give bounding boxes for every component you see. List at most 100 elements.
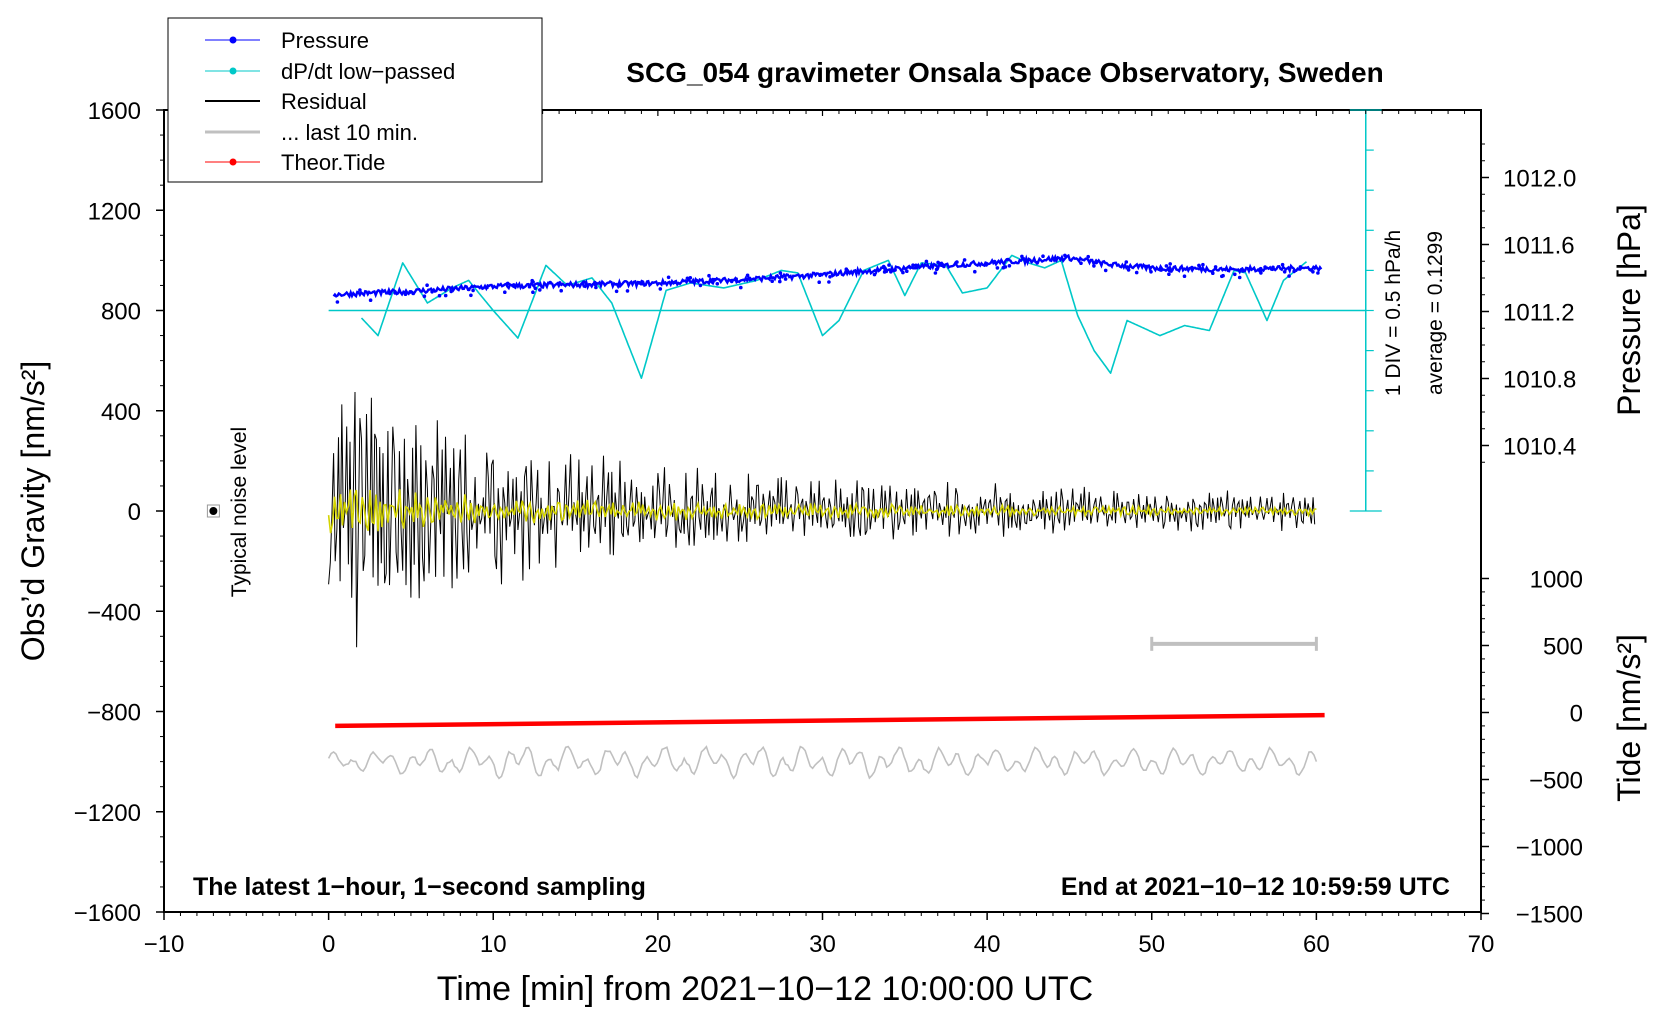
pressure-point (335, 300, 340, 304)
pressure-point (992, 259, 997, 264)
pressure-point (393, 291, 397, 295)
annotation-noise-level: Typical noise level (228, 427, 251, 597)
legend-label-last10: ... last 10 min. (281, 120, 418, 145)
annotation-scale-average: average = 0.1299 (1424, 231, 1447, 395)
annotation-end-time: End at 2021−10−12 10:59:59 UTC (1061, 873, 1450, 901)
pressure-series (332, 253, 1323, 304)
pressure-point (1035, 261, 1039, 265)
pressure-point (1159, 268, 1163, 272)
pressure-point (1164, 264, 1169, 268)
pressure-tick-label: 1011.2 (1503, 300, 1575, 327)
pressure-point (1167, 272, 1171, 277)
pressure-point (1211, 271, 1215, 276)
pressure-point (411, 291, 416, 296)
tide-tick-label: −500 (1529, 768, 1583, 795)
pressure-tick-label: 1010.8 (1503, 367, 1576, 394)
pressure-point (1282, 270, 1287, 274)
pressure-point (617, 284, 622, 288)
pressure-point (778, 279, 782, 284)
pressure-point (734, 277, 738, 281)
pressure-point (936, 260, 940, 265)
legend-marker-dpdt (229, 67, 237, 75)
legend-entry-tide: Theor.Tide (205, 150, 385, 175)
pressure-tick-label: 1011.6 (1503, 233, 1575, 260)
y-tick-label: 400 (101, 399, 141, 426)
pressure-point (443, 293, 448, 298)
pressure-point (770, 279, 774, 284)
pressure-point (828, 275, 832, 279)
pressure-point (505, 281, 510, 286)
pressure-point (1312, 265, 1317, 270)
x-tick-label: −10 (144, 931, 185, 958)
pressure-point (467, 287, 471, 292)
pressure-point (962, 258, 967, 262)
pressure-point (1287, 274, 1291, 278)
pressure-point (907, 265, 912, 269)
last10-line (327, 745, 1318, 780)
tide-tick-label: −1000 (1516, 835, 1583, 862)
pressure-point (685, 276, 690, 281)
pressure-point (503, 290, 507, 295)
axes-layer: −10 0 10 20 30 40 50 60 70 1600 1200 800 400 0 −400 −80… (74, 98, 1583, 958)
pressure-point (707, 273, 711, 278)
pressure-point (688, 276, 693, 280)
legend-marker-pressure (229, 36, 237, 44)
pressure-point (1263, 265, 1267, 269)
x-axis-label: Time [min] from 2021−10−12 10:00:00 UTC (437, 970, 1093, 1008)
annotation-sampling: The latest 1−hour, 1−second sampling (193, 873, 646, 901)
legend-marker-tide (229, 158, 237, 166)
pressure-point (1041, 254, 1045, 258)
pressure-tick-label: 1010.4 (1503, 434, 1576, 461)
pressure-point (358, 288, 362, 292)
pressure-point (1213, 265, 1218, 269)
legend-label-tide: Theor.Tide (281, 150, 385, 175)
pressure-point (1311, 270, 1315, 274)
pressure-axis-label: Pressure [hPa] (1611, 204, 1647, 416)
annotation-scale-div: 1 DIV = 0.5 hPa/h (1382, 230, 1405, 396)
pressure-point (872, 272, 877, 277)
pressure-point (388, 291, 392, 296)
pressure-point (449, 289, 454, 294)
y-tick-label: 1200 (88, 198, 141, 225)
legend-label-residual: Residual (281, 89, 367, 114)
pressure-line (332, 253, 1323, 300)
pressure-point (538, 288, 542, 292)
pressure-point (881, 264, 886, 269)
pressure-point (934, 267, 939, 272)
noise-level-marker (209, 507, 218, 515)
pressure-point (1220, 274, 1224, 279)
legend-entry-last10: ... last 10 min. (205, 120, 418, 145)
x-tick-label: 20 (645, 931, 672, 958)
pressure-point (658, 287, 663, 291)
pressure-point (817, 280, 821, 285)
pressure-point (1063, 253, 1067, 258)
y-tick-label: 1600 (88, 98, 141, 125)
pressure-point (887, 263, 891, 267)
pressure-tick-label: 1012.0 (1503, 166, 1576, 193)
pressure-point (1079, 261, 1083, 266)
pressure-point (1094, 260, 1098, 265)
pressure-point (1006, 257, 1010, 262)
pressure-point (1316, 271, 1320, 275)
pressure-point (640, 281, 644, 286)
pressure-point (408, 290, 412, 294)
pressure-point (933, 271, 938, 275)
noise-level-errorbar (206, 504, 220, 518)
dpdt-line (360, 254, 1308, 379)
pressure-point (827, 280, 831, 284)
pressure-point (1182, 274, 1187, 279)
pressure-point (469, 293, 473, 298)
pressure-point (1298, 265, 1303, 269)
pressure-point (729, 279, 734, 284)
pressure-point (471, 288, 475, 293)
pressure-point (614, 289, 619, 294)
pressure-point (1190, 265, 1194, 270)
pressure-point (893, 268, 897, 272)
pressure-point (548, 280, 552, 285)
pressure-point (403, 292, 408, 297)
pressure-point (1126, 268, 1131, 272)
pressure-point (531, 290, 535, 295)
pressure-point (530, 278, 534, 283)
legend-label-pressure: Pressure (281, 28, 369, 53)
